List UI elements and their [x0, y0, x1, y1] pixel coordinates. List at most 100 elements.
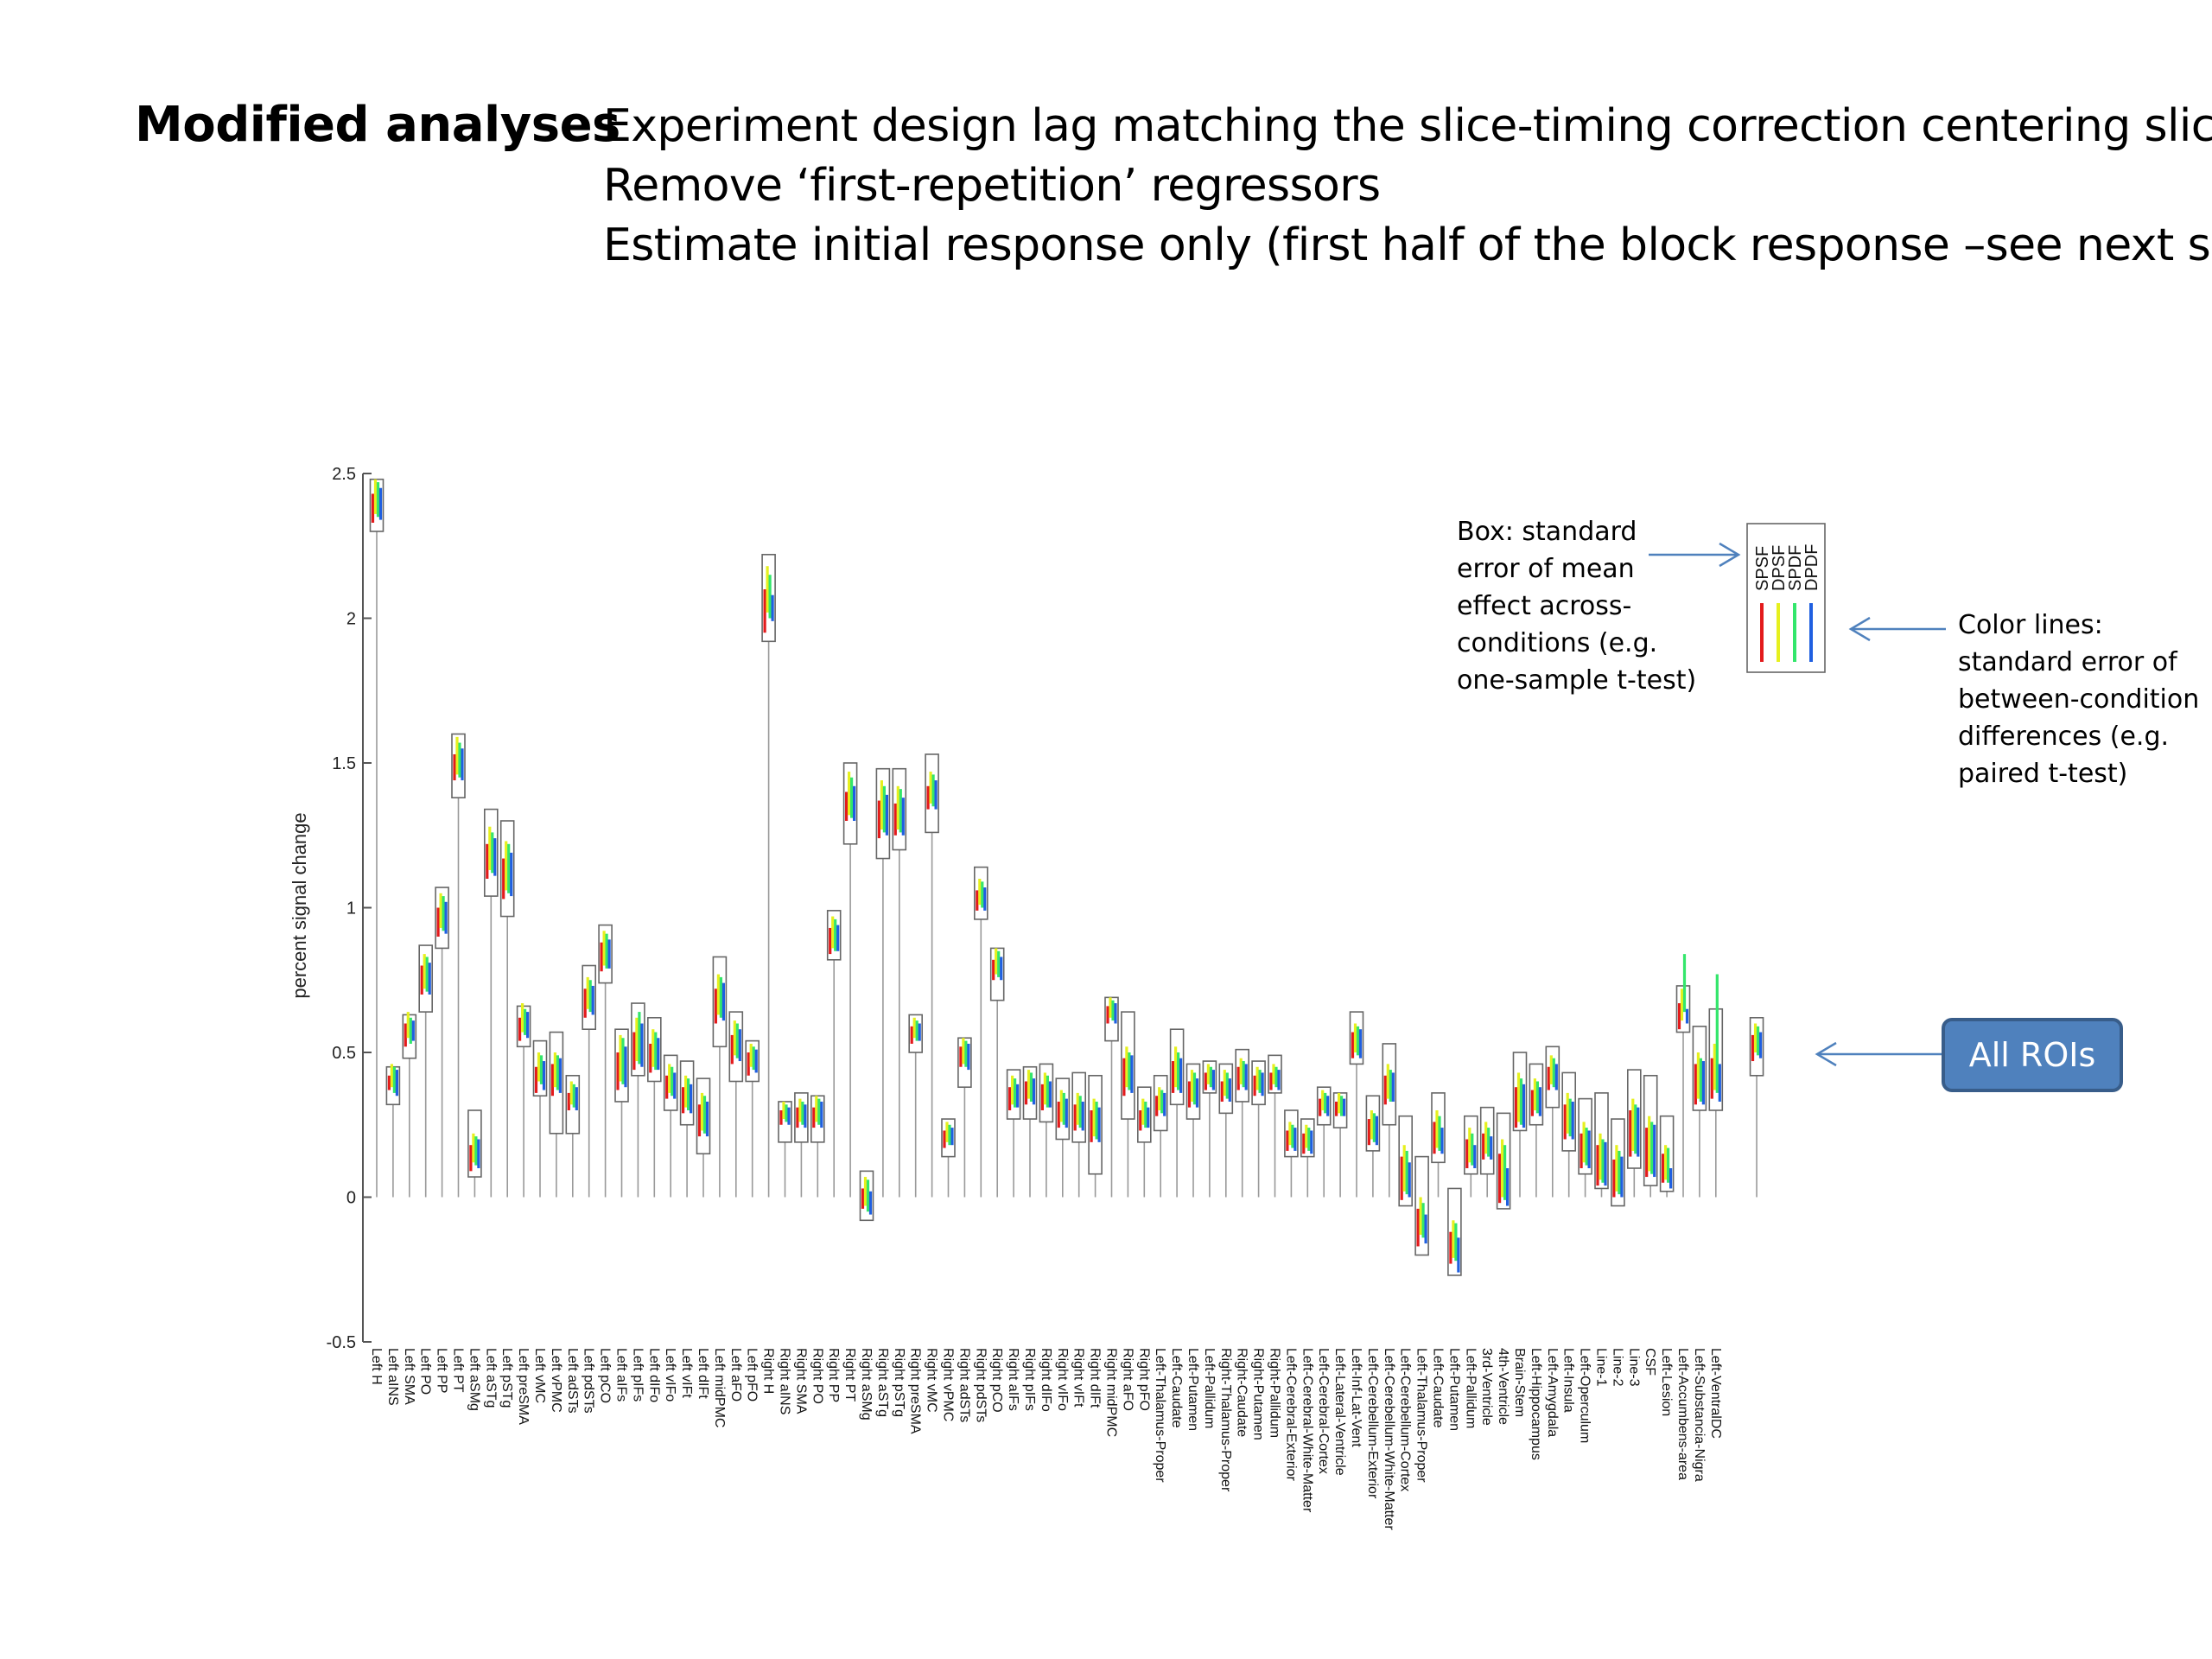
x-tick-label: Left H: [369, 1348, 384, 1385]
x-tick-label: Line-3: [1626, 1348, 1641, 1387]
bullet-item: Remove ‘first-repetition’ regressors: [603, 160, 1381, 212]
x-tick-label: Left aINS: [385, 1348, 400, 1406]
x-tick-label: Right PP: [826, 1348, 841, 1402]
slide-bullets: Experiment design lag matching the slice…: [603, 97, 2212, 276]
y-tick-label: 0: [346, 1189, 356, 1208]
y-tick-label: 2.5: [332, 465, 356, 484]
x-tick-label: Brain-Stem: [1512, 1348, 1527, 1417]
lines-note-line: between-condition: [1958, 684, 2200, 715]
y-tick-label: -0.5: [327, 1333, 356, 1352]
x-tick-label: Right aIFs: [1006, 1348, 1020, 1411]
x-tick-label: Left-Caudate: [1431, 1348, 1446, 1428]
x-tick-label: Left-Hippocampus: [1529, 1348, 1543, 1460]
x-tick-label: Right vPMC: [941, 1348, 956, 1421]
x-tick-label: Left-VentralDC: [1708, 1348, 1723, 1439]
x-tick-label: Right-Thalamus-Proper: [1218, 1348, 1233, 1492]
x-tick-label: Left-Cerebral-White-Matter: [1300, 1348, 1314, 1513]
x-tick-label: Left PT: [451, 1348, 466, 1393]
x-tick-label: Right vIFo: [1055, 1348, 1070, 1411]
legend-label: DPSF: [1770, 545, 1789, 591]
y-tick-label: 0.5: [332, 1044, 356, 1063]
x-tick-label: Left dIFo: [646, 1348, 661, 1402]
x-tick-label: Right pSTg: [892, 1348, 906, 1417]
x-tick-label: Left vPMC: [549, 1348, 563, 1413]
x-tick-label: 3rd-Ventricle: [1479, 1348, 1494, 1426]
legend-label: SPSF: [1753, 546, 1772, 591]
x-tick-label: Right pFO: [1136, 1348, 1151, 1411]
lines-note-line: differences (e.g.: [1958, 721, 2170, 752]
x-tick-label: Left vMC: [532, 1348, 547, 1403]
x-tick-label: Right-Pallidum: [1268, 1348, 1282, 1438]
x-tick-label: 4th-Ventricle: [1496, 1348, 1510, 1425]
x-tick-label: Left-Cerebellum-Cortex: [1398, 1348, 1413, 1491]
x-tick-label: Left pFO: [745, 1348, 760, 1402]
x-tick-label: Left-Accumbens-area: [1675, 1348, 1690, 1480]
x-tick-label: Left pdSTs: [582, 1348, 596, 1414]
x-tick-label: Left pIFs: [630, 1348, 645, 1402]
x-tick-label: Right preSMA: [908, 1348, 923, 1434]
x-tick-label: Right pdSTs: [973, 1348, 988, 1422]
y-tick-label: 2: [346, 610, 356, 629]
x-tick-label: Right pCO: [989, 1348, 1004, 1413]
bullet-item: Experiment design lag matching the slice…: [603, 100, 2212, 152]
x-tick-label: Right aSTg: [875, 1348, 890, 1417]
lines-note: Color lines: standard error of between-c…: [1958, 607, 2199, 792]
x-tick-label: Line-1: [1594, 1348, 1609, 1387]
x-tick-label: Left aIFs: [614, 1348, 629, 1402]
x-tick-label: Left-Lesion: [1659, 1348, 1674, 1416]
x-tick-label: Left PP: [435, 1348, 449, 1393]
box-note-line: Box: standard: [1457, 517, 1637, 547]
lines-note-line: paired t-test): [1958, 759, 2128, 789]
y-tick-label: 1: [346, 899, 356, 918]
x-tick-label: Right SMA: [793, 1348, 808, 1414]
x-tick-label: Left dIFt: [696, 1348, 710, 1399]
lines-note-arrow-head: [1848, 616, 1871, 642]
legend-label: SPDF: [1786, 545, 1805, 591]
x-tick-label: Left-Thalamus-Proper: [1414, 1348, 1429, 1483]
x-tick-label: CSF: [1643, 1348, 1657, 1376]
y-axis-label: percent signal change: [289, 812, 310, 998]
x-tick-label: Left pCO: [598, 1348, 613, 1403]
x-tick-label: Right PT: [842, 1348, 857, 1402]
x-tick-label: Left-Pallidum: [1202, 1348, 1217, 1428]
x-tick-label: Left-Pallidum: [1463, 1348, 1478, 1428]
x-tick-label: Left-Putamen: [1446, 1348, 1461, 1431]
x-tick-label: Left-Caudate: [1169, 1348, 1184, 1428]
x-tick-label: Left midPMC: [712, 1348, 727, 1427]
x-tick-label: Right pIFs: [1022, 1348, 1037, 1411]
all-rois-button[interactable]: All ROIs: [1942, 1018, 2123, 1092]
x-tick-label: Left-Cerebral-Exterior: [1283, 1348, 1298, 1482]
x-tick-label: Left-Operculum: [1578, 1348, 1592, 1443]
box-note: Box: standard error of mean effect acros…: [1457, 513, 1696, 699]
box-note-arrow-head: [1719, 542, 1741, 568]
x-tick-label: Left aFO: [728, 1348, 743, 1402]
bullet-item: Estimate initial response only (first ha…: [603, 219, 2212, 271]
x-tick-label: Right-Putamen: [1251, 1348, 1266, 1440]
lines-note-line: Color lines:: [1958, 610, 2103, 640]
x-tick-label: Left PO: [418, 1348, 433, 1395]
x-tick-label: Left aSTg: [483, 1348, 498, 1408]
x-tick-label: Left preSMA: [516, 1348, 531, 1425]
lines-note-line: standard error of: [1958, 647, 2177, 677]
x-tick-label: Left SMA: [402, 1348, 416, 1405]
x-tick-label: Right aSMg: [859, 1348, 874, 1421]
x-tick-label: Left-Amygdala: [1545, 1348, 1560, 1437]
x-tick-label: Left-Cerebral-Cortex: [1316, 1348, 1331, 1474]
x-tick-label: Right adSTs: [957, 1348, 971, 1422]
y-tick-label: 1.5: [332, 754, 356, 773]
x-tick-label: Left-Inf-Lat-Vent: [1349, 1348, 1363, 1447]
x-tick-label: Right vMC: [925, 1348, 939, 1413]
box-note-line: effect across-: [1457, 591, 1632, 621]
x-tick-label: Line-2: [1610, 1348, 1624, 1387]
slide-heading: Modified analyses: [135, 97, 620, 153]
x-tick-label: Right H: [761, 1348, 776, 1394]
x-tick-label: Left adSTs: [565, 1348, 580, 1414]
x-tick-label: Left-Thalamus-Proper: [1153, 1348, 1167, 1483]
x-tick-label: Right dIFo: [1039, 1348, 1053, 1412]
x-tick-label: Left-Lateral-Ventricle: [1332, 1348, 1347, 1476]
x-tick-label: Left-Insula: [1561, 1348, 1576, 1413]
x-tick-label: Right vIFt: [1071, 1348, 1086, 1408]
x-tick-label: Right PO: [810, 1348, 824, 1404]
legend-label: DPDF: [1802, 544, 1821, 591]
